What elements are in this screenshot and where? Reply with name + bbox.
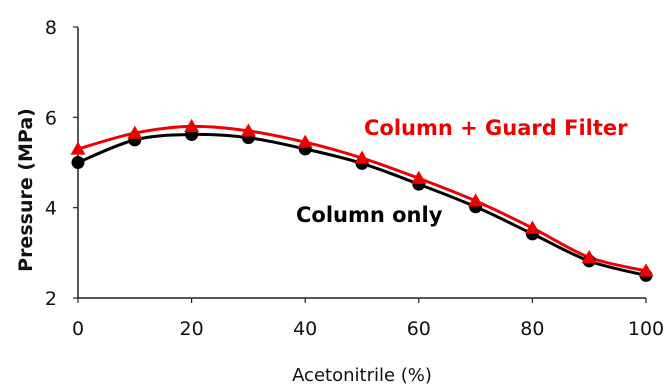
y-tick-label: 8 — [45, 17, 57, 39]
data-point-column-only — [71, 156, 85, 169]
series-label-column-only: Column only — [296, 203, 443, 227]
x-tick-labels: 0 20 40 60 80 100 — [72, 298, 664, 340]
x-axis-title: Acetonitrile (%) — [292, 365, 432, 386]
data-point-column-guard-filter — [581, 249, 597, 263]
x-tick-label: 80 — [520, 318, 544, 340]
data-point-column-guard-filter — [184, 118, 200, 132]
x-tick-label: 20 — [180, 318, 204, 340]
data-point-column-guard-filter — [354, 150, 370, 164]
x-tick-label: 0 — [72, 318, 84, 340]
data-point-column-guard-filter — [468, 193, 484, 207]
data-point-column-guard-filter — [240, 123, 256, 137]
data-point-column-guard-filter — [70, 141, 86, 155]
y-tick-labels: 2 4 6 8 — [45, 17, 78, 310]
data-point-column-guard-filter — [127, 125, 143, 139]
series-label-column-guard-filter: Column + Guard Filter — [364, 116, 628, 140]
data-point-column-guard-filter — [638, 263, 654, 277]
x-tick-label: 40 — [293, 318, 317, 340]
data-point-column-guard-filter — [524, 220, 540, 234]
y-tick-label: 2 — [45, 288, 57, 310]
x-tick-label: 100 — [628, 318, 664, 340]
y-tick-label: 4 — [45, 198, 57, 220]
y-tick-label: 6 — [45, 107, 57, 129]
x-tick-label: 60 — [407, 318, 431, 340]
data-point-column-guard-filter — [297, 134, 313, 148]
y-axis-title: Pressure (MPa) — [15, 108, 37, 272]
data-point-column-guard-filter — [411, 170, 427, 184]
series-lines — [76, 124, 648, 277]
series-markers — [70, 118, 654, 282]
